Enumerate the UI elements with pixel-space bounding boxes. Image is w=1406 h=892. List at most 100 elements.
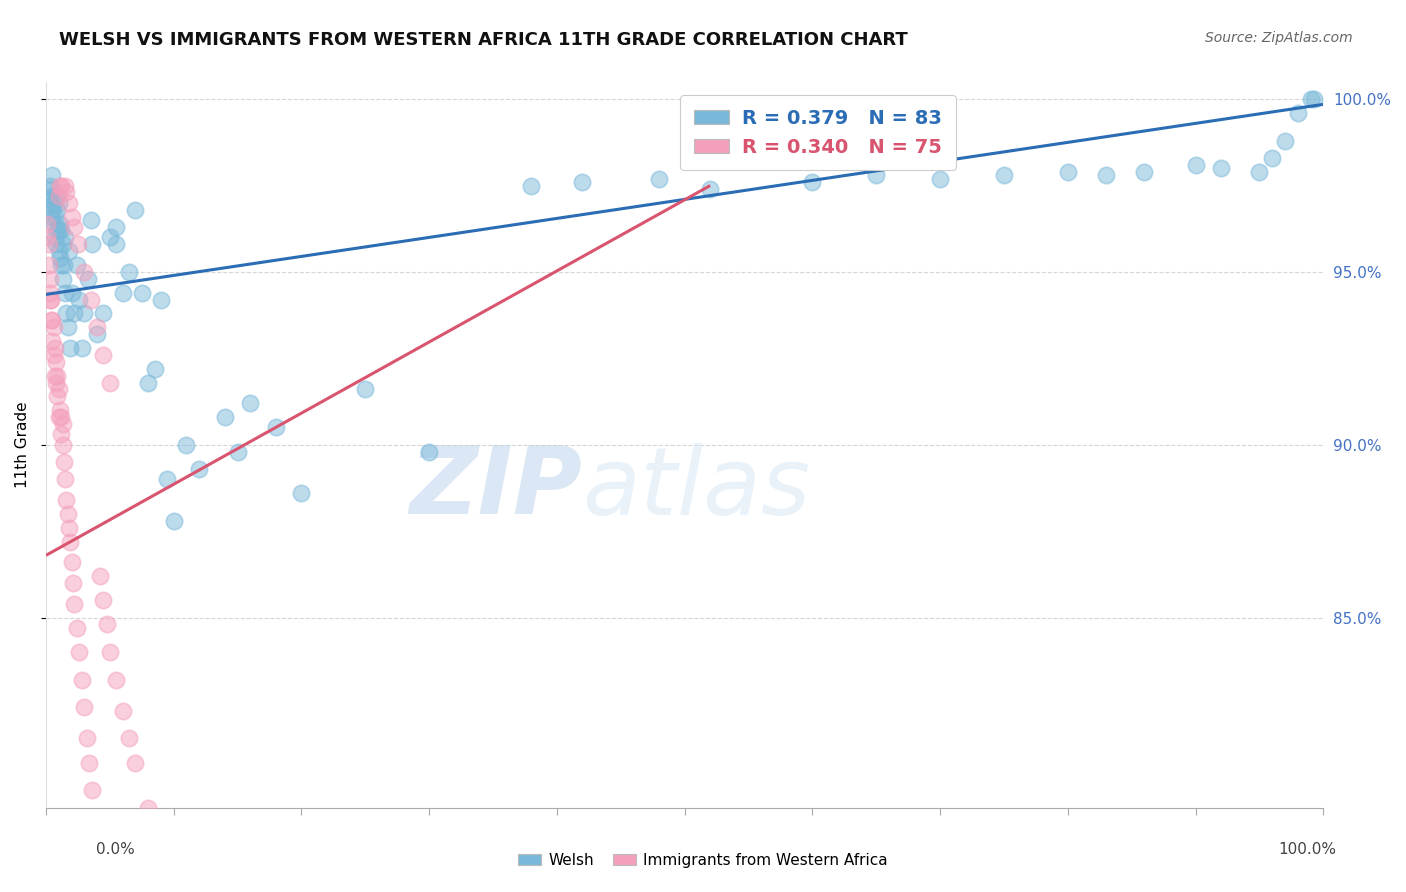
Point — [156, 472, 179, 486]
Point — [51, 258, 73, 272]
Point — [143, 361, 166, 376]
Point — [73, 306, 96, 320]
Point — [77, 272, 100, 286]
Point — [111, 285, 134, 300]
Point — [38, 199, 60, 213]
Point — [60, 210, 83, 224]
Point — [929, 171, 952, 186]
Point — [63, 306, 86, 320]
Point — [264, 420, 287, 434]
Text: WELSH VS IMMIGRANTS FROM WESTERN AFRICA 11TH GRADE CORRELATION CHART: WELSH VS IMMIGRANTS FROM WESTERN AFRICA … — [59, 31, 908, 49]
Point — [39, 189, 62, 203]
Point — [52, 438, 75, 452]
Point — [38, 272, 60, 286]
Point — [49, 251, 72, 265]
Text: Source: ZipAtlas.com: Source: ZipAtlas.com — [1205, 31, 1353, 45]
Point — [188, 462, 211, 476]
Point — [1249, 165, 1271, 179]
Text: ZIP: ZIP — [409, 442, 582, 534]
Point — [73, 265, 96, 279]
Point — [124, 202, 146, 217]
Point — [865, 168, 887, 182]
Point — [52, 237, 75, 252]
Point — [111, 704, 134, 718]
Point — [118, 265, 141, 279]
Point — [49, 217, 72, 231]
Point — [52, 455, 75, 469]
Point — [45, 355, 67, 369]
Point — [131, 285, 153, 300]
Point — [42, 195, 65, 210]
Text: 0.0%: 0.0% — [96, 842, 135, 856]
Point — [59, 341, 82, 355]
Point — [49, 178, 72, 193]
Point — [80, 783, 103, 797]
Point — [60, 285, 83, 300]
Point — [96, 617, 118, 632]
Point — [58, 521, 80, 535]
Point — [48, 195, 70, 210]
Point — [67, 293, 90, 307]
Point — [1095, 168, 1118, 182]
Point — [63, 220, 86, 235]
Point — [38, 285, 60, 300]
Point — [149, 846, 172, 860]
Point — [48, 223, 70, 237]
Point — [226, 444, 249, 458]
Point — [39, 313, 62, 327]
Point — [38, 293, 60, 307]
Point — [354, 383, 377, 397]
Point — [73, 700, 96, 714]
Point — [55, 306, 77, 320]
Point — [290, 486, 312, 500]
Point — [62, 576, 84, 591]
Point — [53, 230, 76, 244]
Point — [648, 171, 671, 186]
Point — [51, 410, 73, 425]
Point — [44, 230, 66, 244]
Point — [70, 341, 93, 355]
Point — [79, 213, 101, 227]
Point — [86, 838, 108, 853]
Point — [48, 244, 70, 259]
Point — [93, 306, 115, 320]
Point — [58, 244, 80, 259]
Point — [79, 756, 101, 770]
Point — [52, 417, 75, 431]
Point — [42, 217, 65, 231]
Point — [45, 189, 67, 203]
Legend: Welsh, Immigrants from Western Africa: Welsh, Immigrants from Western Africa — [512, 847, 894, 873]
Point — [51, 427, 73, 442]
Point — [801, 175, 824, 189]
Point — [1209, 161, 1232, 176]
Point — [52, 272, 75, 286]
Point — [52, 258, 75, 272]
Point — [239, 396, 262, 410]
Point — [39, 210, 62, 224]
Point — [42, 348, 65, 362]
Text: atlas: atlas — [582, 442, 811, 533]
Point — [38, 258, 60, 272]
Point — [70, 673, 93, 687]
Point — [55, 186, 77, 200]
Point — [80, 237, 103, 252]
Point — [45, 237, 67, 252]
Point — [46, 368, 69, 383]
Point — [76, 731, 98, 746]
Point — [46, 202, 69, 217]
Point — [98, 645, 121, 659]
Legend: R = 0.379   N = 83, R = 0.340   N = 75: R = 0.379 N = 83, R = 0.340 N = 75 — [681, 95, 956, 170]
Point — [79, 293, 101, 307]
Point — [38, 178, 60, 193]
Point — [39, 293, 62, 307]
Point — [86, 320, 108, 334]
Point — [53, 472, 76, 486]
Point — [105, 237, 128, 252]
Point — [56, 507, 79, 521]
Point — [1274, 134, 1296, 148]
Point — [83, 811, 105, 825]
Point — [149, 293, 172, 307]
Point — [66, 237, 89, 252]
Point — [136, 800, 159, 814]
Point — [41, 334, 63, 348]
